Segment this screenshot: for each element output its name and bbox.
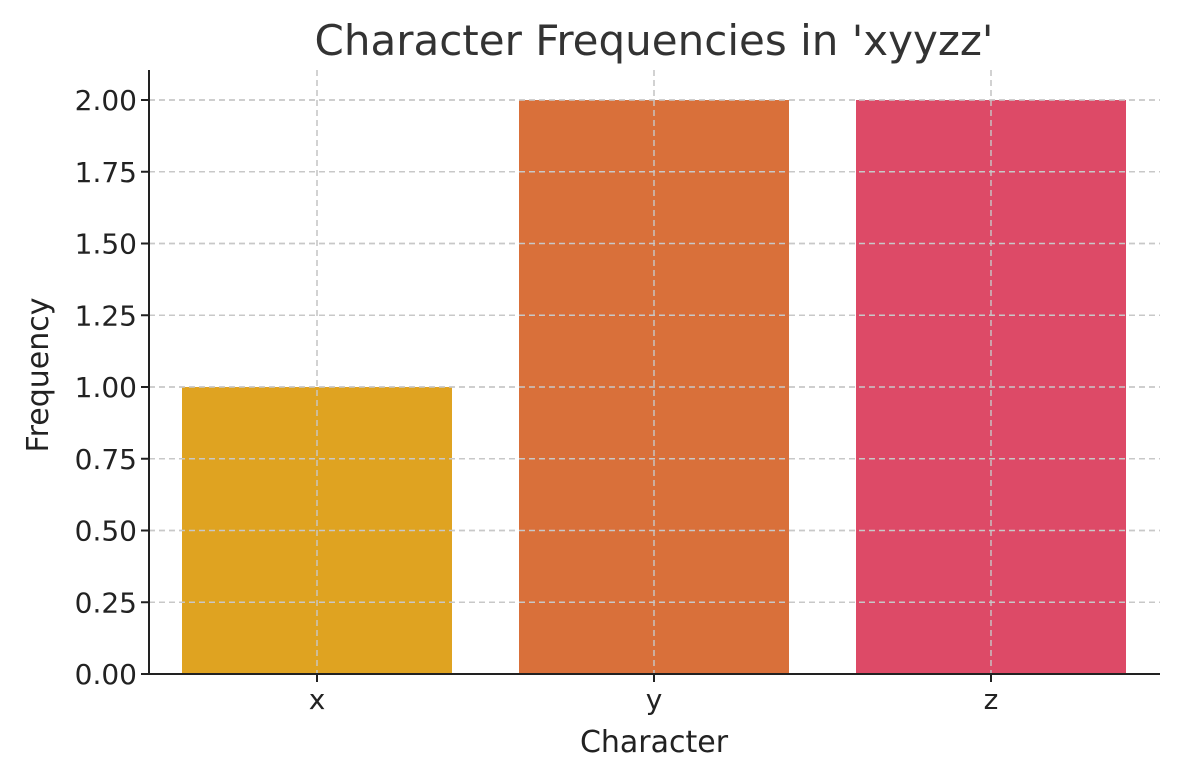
y-tick-label: 0.50: [75, 515, 137, 548]
bars-layer: [149, 70, 1160, 675]
y-axis-label: Frequency: [21, 298, 56, 453]
y-tick-label: 2.00: [75, 84, 137, 117]
x-tick-label-x: x: [309, 683, 326, 716]
y-tick-label: 0.75: [75, 443, 137, 476]
y-tick-label: 0.00: [75, 658, 137, 691]
x-tick-label-y: y: [646, 683, 663, 716]
x-axis-label: Character: [580, 725, 729, 760]
chart-title: Character Frequencies in 'xyyzz': [315, 16, 994, 65]
y-tick-label: 1.75: [75, 156, 137, 189]
y-tick-label: 1.00: [75, 371, 137, 404]
y-tick-label: 1.50: [75, 228, 137, 261]
x-ticks-layer: x y z: [309, 674, 999, 716]
y-ticks-layer: 0.00 0.25 0.50 0.75 1.00 1.25 1.50 1.75 2.00: [75, 84, 149, 691]
y-tick-label: 1.25: [75, 299, 137, 332]
y-tick-label: 0.25: [75, 586, 137, 619]
x-tick-label-z: z: [984, 683, 999, 716]
